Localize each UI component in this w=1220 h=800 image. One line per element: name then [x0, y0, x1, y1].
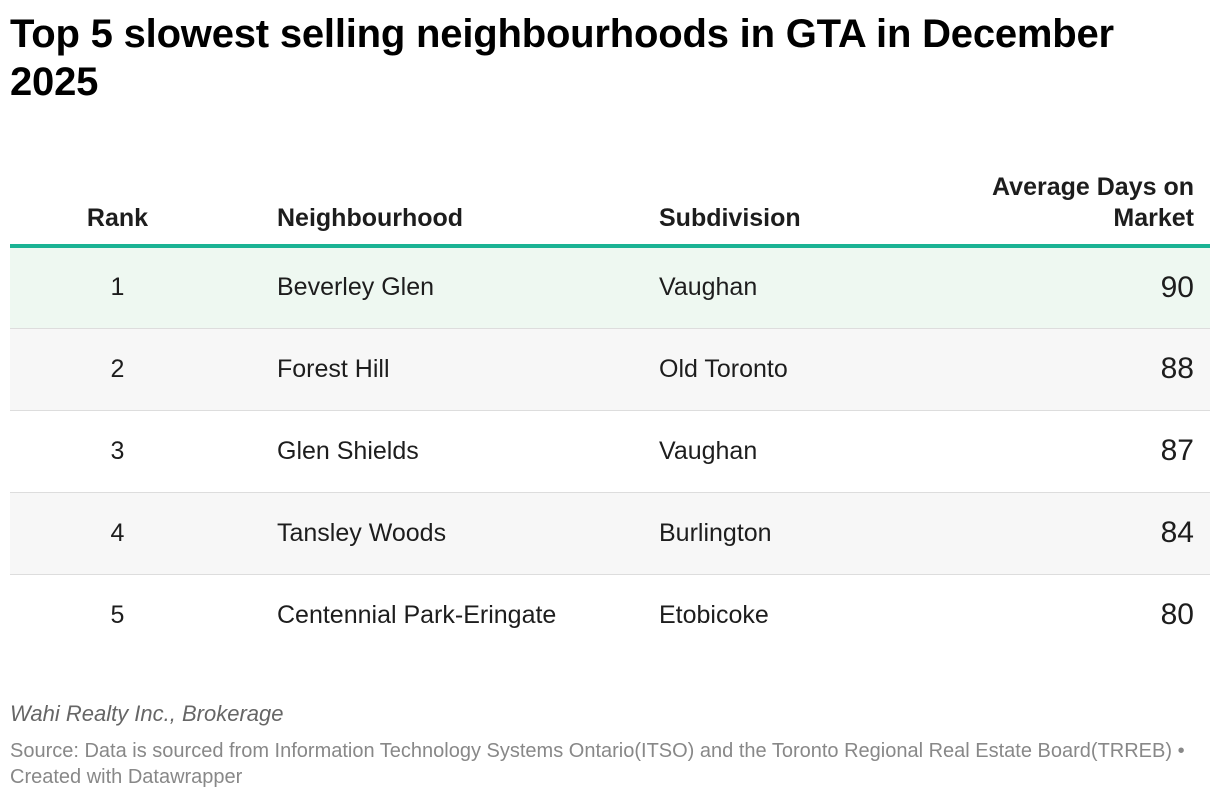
- column-header-neighbourhood[interactable]: Neighbourhood: [277, 162, 659, 248]
- cell-subdivision: Vaughan: [659, 410, 989, 493]
- cell-days: 84: [989, 492, 1210, 575]
- cell-days: 88: [989, 328, 1210, 411]
- source-note: Source: Data is sourced from Information…: [10, 740, 1185, 788]
- table-row: 1 Beverley Glen Vaughan 90: [10, 246, 1210, 329]
- cell-days: 90: [989, 246, 1210, 329]
- cell-neighbourhood: Tansley Woods: [277, 492, 659, 575]
- column-header-subdivision[interactable]: Subdivision: [659, 162, 989, 248]
- table-row: 4 Tansley Woods Burlington 84: [10, 492, 1210, 575]
- cell-subdivision: Etobicoke: [659, 600, 769, 629]
- cell-rank: 1: [10, 246, 277, 329]
- cell-neighbourhood: Glen Shields: [277, 410, 659, 493]
- byline: Wahi Realty Inc., Brokerage: [10, 701, 284, 726]
- column-header-rank[interactable]: Rank: [10, 162, 277, 248]
- cell-neighbourhood: Beverley Glen: [277, 246, 659, 329]
- cell-subdivision: Vaughan: [659, 246, 989, 329]
- cell-rank: 4: [10, 492, 277, 575]
- cell-neighbourhood: Centennial Park-Eringate: [277, 600, 557, 629]
- cell-rank: 3: [10, 410, 277, 493]
- cell-days: 80: [1160, 598, 1194, 632]
- cell-subdivision: Burlington: [659, 492, 989, 575]
- chart-title: Top 5 slowest selling neighbourhoods in …: [10, 12, 1114, 104]
- column-header-average-days[interactable]: Average Days on Market: [989, 162, 1210, 248]
- cell-subdivision: Old Toronto: [659, 328, 989, 411]
- cell-rank: 2: [10, 328, 277, 411]
- chart-container: Top 5 slowest selling neighbourhoods in …: [10, 0, 1210, 656]
- table-row: 2 Forest Hill Old Toronto 88: [10, 328, 1210, 411]
- cell-rank: 5: [110, 600, 125, 629]
- chart-footer: Wahi Realty Inc., Brokerage Source: Data…: [10, 700, 1210, 790]
- table-row: 5 Centennial Park-Eringate Etobicoke 80: [10, 574, 1210, 656]
- data-table: Rank Neighbourhood Subdivision Average D…: [10, 162, 1210, 656]
- table-row: 3 Glen Shields Vaughan 87: [10, 410, 1210, 493]
- table-header-row: Rank Neighbourhood Subdivision Average D…: [10, 162, 1210, 248]
- cell-days: 87: [989, 410, 1210, 493]
- cell-neighbourhood: Forest Hill: [277, 328, 659, 411]
